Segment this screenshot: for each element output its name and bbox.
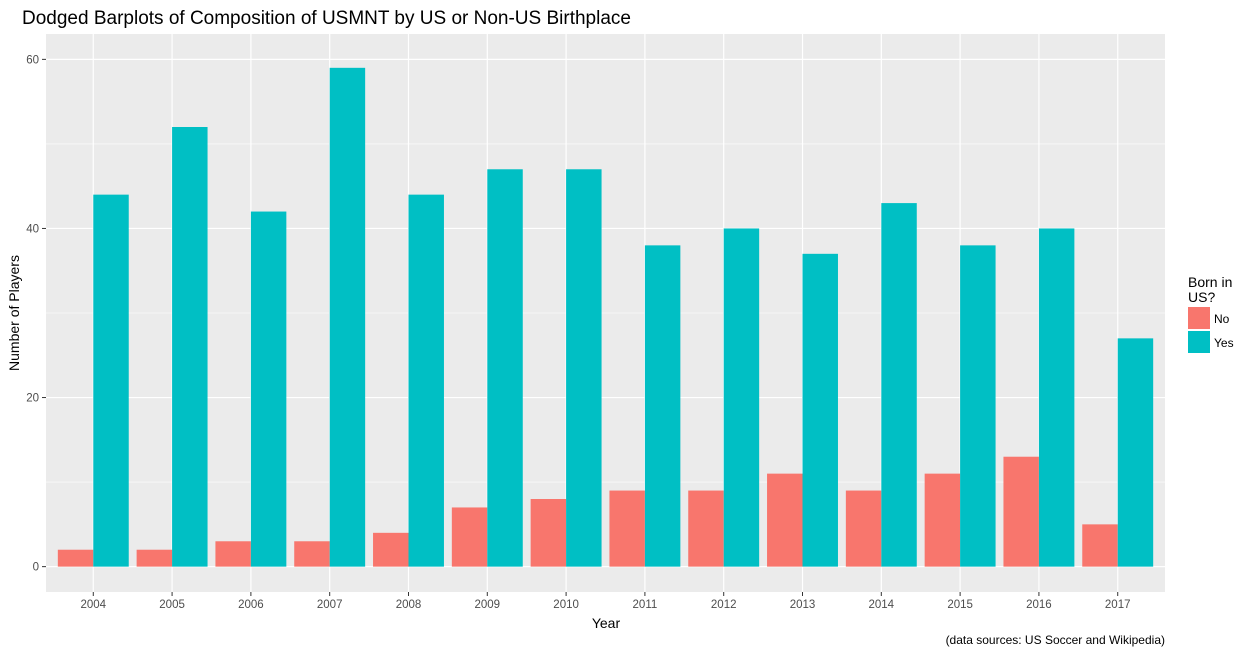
bar-yes-2009 [487, 169, 523, 567]
legend-title-line-2: US? [1188, 289, 1215, 305]
bar-no-2011 [609, 490, 645, 567]
x-tick-label: 2005 [159, 599, 185, 611]
legend-label-no: No [1214, 312, 1230, 326]
bar-no-2015 [924, 473, 961, 567]
y-tick-label: 60 [26, 54, 39, 66]
bar-yes-2016 [1038, 228, 1075, 567]
x-tick-label: 2008 [396, 599, 422, 611]
legend: Born in US? No Yes [1188, 274, 1234, 353]
bar-yes-2017 [1117, 338, 1154, 567]
x-axis-ticks: 2004 2005 2006 2007 2008 2009 2010 2011 2012 2013… [80, 592, 1131, 611]
bar-yes-2004 [93, 194, 129, 567]
bar-no-2004 [57, 549, 94, 567]
y-tick-label: 20 [26, 393, 39, 405]
legend-label-yes: Yes [1214, 336, 1234, 350]
x-tick-label: 2013 [790, 599, 816, 611]
bar-no-2016 [1003, 456, 1039, 567]
x-tick-label: 2004 [80, 599, 106, 611]
bar-no-2010 [530, 499, 567, 567]
x-tick-label: 2017 [1105, 599, 1131, 611]
bar-no-2009 [451, 507, 488, 567]
legend-swatch-no [1188, 307, 1210, 329]
bar-no-2005 [136, 549, 173, 567]
x-axis-title: Year [592, 615, 621, 631]
legend-swatch-yes [1188, 331, 1210, 353]
x-tick-label: 2016 [1026, 599, 1052, 611]
chart-title: Dodged Barplots of Composition of USMNT … [22, 8, 631, 29]
x-tick-label: 2011 [633, 599, 658, 611]
x-tick-label: 2012 [711, 599, 737, 611]
x-tick-label: 2006 [238, 599, 264, 611]
bar-yes-2015 [960, 245, 996, 567]
legend-items: No Yes [1188, 307, 1234, 353]
y-tick-label: 0 [33, 562, 39, 574]
bar-yes-2013 [802, 253, 838, 567]
bars [57, 67, 1154, 567]
bar-yes-2010 [566, 169, 602, 567]
y-axis-title: Number of Players [6, 255, 22, 371]
x-tick-label: 2015 [947, 599, 973, 611]
x-tick-label: 2007 [317, 599, 343, 611]
bar-yes-2006 [250, 211, 287, 567]
bar-yes-2012 [723, 228, 760, 567]
bar-yes-2011 [644, 245, 681, 567]
x-tick-label: 2010 [553, 599, 579, 611]
bar-no-2006 [215, 541, 251, 567]
legend-title-line-1: Born in [1188, 274, 1232, 290]
bar-no-2017 [1082, 524, 1118, 567]
bar-yes-2005 [172, 127, 208, 567]
bar-no-2007 [294, 541, 330, 567]
bar-no-2012 [688, 490, 724, 567]
y-axis-ticks: 0 20 40 60 [26, 54, 46, 574]
bar-no-2008 [373, 532, 409, 567]
x-tick-label: 2014 [869, 599, 895, 611]
caption: (data sources: US Soccer and Wikipedia) [946, 633, 1165, 647]
bar-no-2014 [845, 490, 882, 567]
bar-yes-2008 [408, 194, 444, 567]
bar-no-2013 [767, 473, 803, 567]
y-tick-label: 40 [26, 223, 39, 235]
bar-yes-2007 [329, 67, 366, 567]
bar-yes-2014 [881, 203, 917, 567]
x-tick-label: 2009 [474, 599, 500, 611]
